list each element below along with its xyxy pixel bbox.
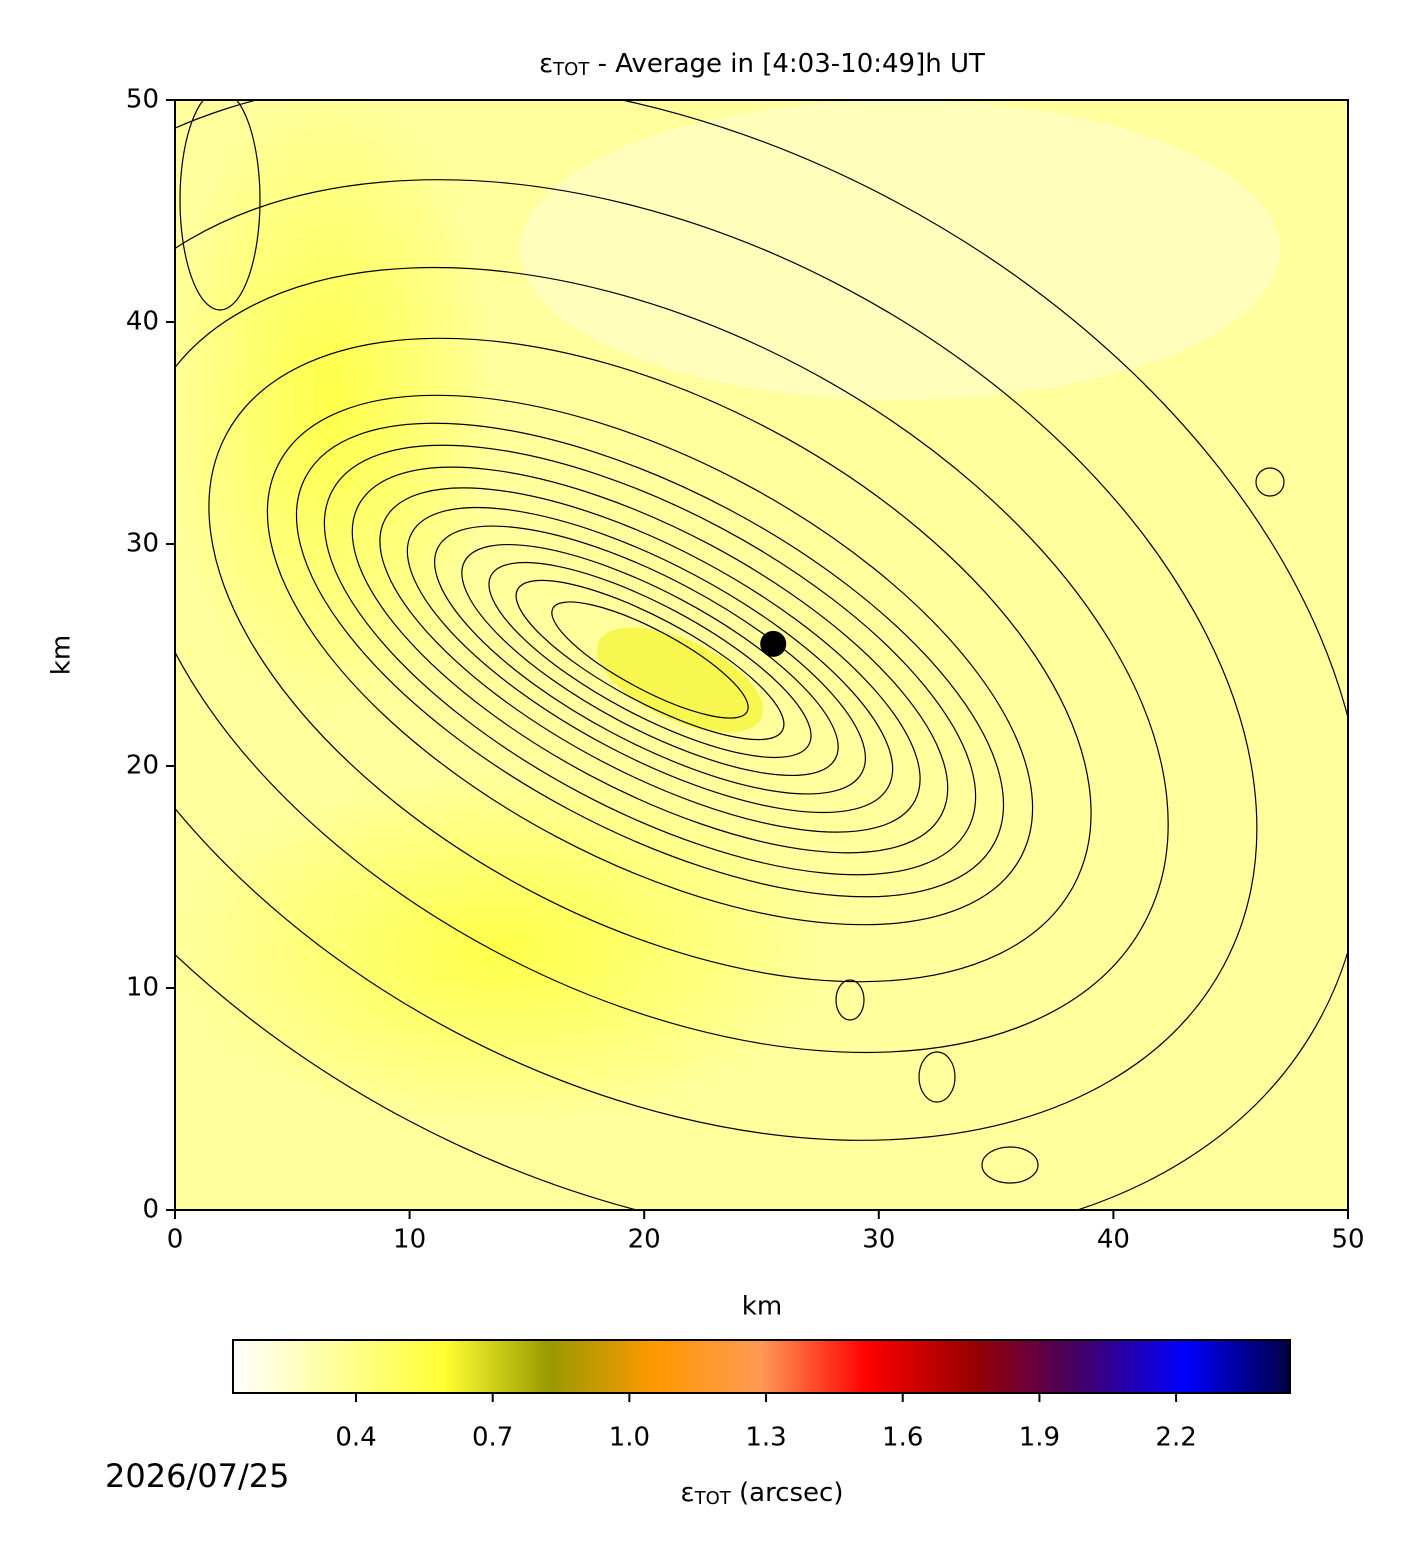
- y-tick-label: 50: [126, 85, 159, 115]
- contour-field: [175, 100, 1348, 1210]
- plot-frame: [174, 99, 1349, 1211]
- title-symbol: ε: [539, 49, 553, 79]
- contour: [406, 506, 894, 814]
- contour: [461, 543, 839, 777]
- contour: [295, 422, 1005, 898]
- colorbar-tick-label: 0.7: [472, 1423, 513, 1453]
- contour: [175, 266, 1169, 1054]
- y-tick-label: 0: [142, 1195, 159, 1225]
- contour: [175, 100, 1348, 1210]
- contours: [175, 100, 1348, 1210]
- colorbar-subscript: TOT: [694, 1488, 732, 1509]
- y-tick-label: 10: [126, 973, 159, 1003]
- y-tick-label: 20: [126, 751, 159, 781]
- colorbar-tick-label: 1.6: [882, 1423, 923, 1453]
- x-tick-label: 20: [628, 1225, 661, 1255]
- chart-title: εTOT - Average in [4:03-10:49]h UT: [539, 49, 985, 81]
- contour: [323, 444, 977, 876]
- contour: [434, 525, 866, 795]
- contour: [918, 1051, 956, 1103]
- x-tick-label: 30: [862, 1225, 895, 1255]
- marker: [760, 630, 787, 657]
- field-shade: [175, 100, 500, 720]
- y-tick-label: 40: [126, 307, 159, 337]
- contour: [1255, 467, 1285, 497]
- field-shade: [596, 627, 764, 733]
- field-shade: [520, 100, 1280, 400]
- contour: [351, 466, 949, 854]
- colorbar-tick-label: 1.3: [745, 1423, 786, 1453]
- contour: [379, 487, 921, 833]
- contour: [981, 1146, 1039, 1184]
- x-tick-label: 40: [1097, 1225, 1130, 1255]
- title-text: - Average in [4:03-10:49]h UT: [589, 49, 985, 79]
- contour: [208, 337, 1092, 983]
- title-subscript: TOT: [552, 59, 590, 80]
- date: 2026/07/25: [105, 1457, 289, 1495]
- field-shade: [175, 770, 830, 1130]
- colorbar-symbol: ε: [681, 1478, 695, 1508]
- x-tick-label: 10: [393, 1225, 426, 1255]
- contour: [551, 601, 749, 719]
- contour: [179, 100, 261, 311]
- colorbar: [232, 1339, 1291, 1394]
- x-axis-label: km: [742, 1292, 782, 1322]
- colorbar-tick-label: 0.4: [335, 1423, 376, 1453]
- colorbar-tick-label: 1.9: [1019, 1423, 1060, 1453]
- colorbar-unit: (arcsec): [731, 1478, 844, 1508]
- colorbar-tick-label: 1.0: [609, 1423, 650, 1453]
- contour: [488, 561, 812, 759]
- contour: [175, 179, 1258, 1141]
- colorbar-label: εTOT (arcsec): [681, 1478, 844, 1510]
- x-tick-label: 50: [1331, 1225, 1364, 1255]
- y-axis-label: km: [47, 635, 77, 675]
- colorbar-tick-label: 2.2: [1155, 1423, 1196, 1453]
- y-tick-label: 30: [126, 529, 159, 559]
- x-tick-label: 0: [167, 1225, 184, 1255]
- contour: [515, 579, 785, 741]
- contour: [266, 394, 1034, 926]
- contour: [835, 979, 865, 1021]
